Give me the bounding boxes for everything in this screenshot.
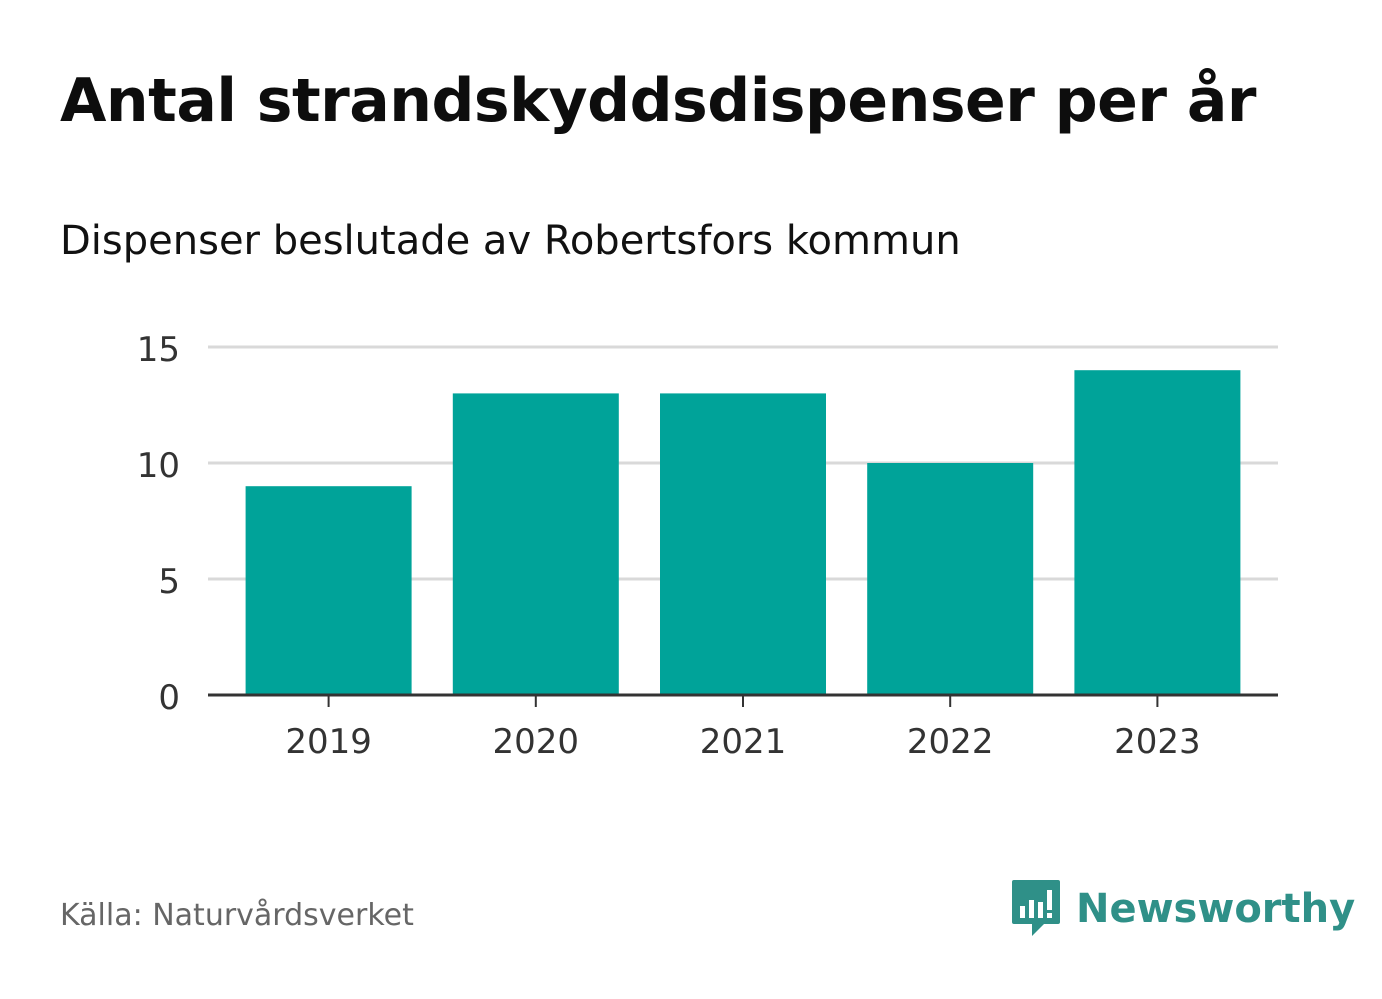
- x-tick-label: 2020: [493, 722, 580, 762]
- bar-chart: 0 5 10 15 2019 2020 2021 2022 2023: [137, 330, 1278, 762]
- chart-title: Antal strandskyddsdispenser per år: [60, 66, 1256, 136]
- x-tick-label: 2023: [1114, 722, 1201, 762]
- source-note: Källa: Naturvårdsverket: [60, 898, 414, 933]
- x-tick-label: 2022: [907, 722, 994, 762]
- bar-2021: [660, 393, 826, 695]
- y-tick-label: 5: [158, 562, 180, 602]
- bar-2019: [245, 486, 412, 695]
- bar-2022: [867, 463, 1034, 695]
- newsworthy-logo: Newsworthy: [1010, 878, 1355, 940]
- x-tick-label: 2019: [285, 722, 372, 762]
- chart-subtitle: Dispenser beslutade av Robertsfors kommu…: [60, 218, 961, 264]
- bar-2023: [1074, 370, 1241, 695]
- x-tick-label: 2021: [700, 722, 787, 762]
- brand-name: Newsworthy: [1076, 886, 1356, 932]
- y-tick-label: 15: [137, 330, 180, 370]
- bar-2020: [452, 393, 619, 695]
- y-tick-label: 0: [158, 678, 180, 718]
- newsworthy-logo-icon: [1012, 880, 1060, 936]
- y-tick-label: 10: [137, 446, 180, 486]
